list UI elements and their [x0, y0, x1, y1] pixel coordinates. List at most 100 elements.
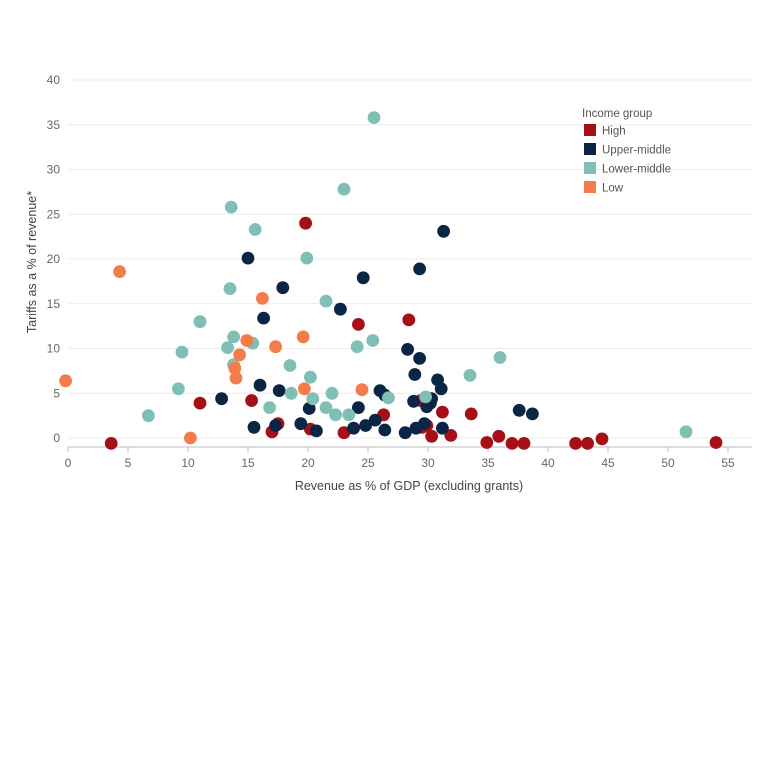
axes [67, 446, 752, 452]
data-point [569, 437, 582, 450]
x-axis-title: Revenue as % of GDP (excluding grants) [295, 479, 523, 493]
data-point [512, 403, 526, 417]
data-point [319, 294, 333, 308]
data-point [245, 394, 258, 407]
data-point [175, 345, 189, 359]
data-point [413, 262, 426, 276]
x-tick-label: 10 [181, 456, 195, 470]
data-point [356, 271, 370, 285]
gridlines [68, 79, 752, 439]
data-point [407, 394, 420, 408]
legend-label: High [602, 126, 626, 138]
y-tick-label: 40 [47, 73, 61, 87]
legend-swatch [584, 143, 596, 155]
x-tick-label: 55 [721, 456, 735, 470]
data-point [233, 348, 247, 362]
data-point [337, 426, 351, 440]
data-point [434, 382, 448, 396]
series-lower-middle [142, 111, 693, 439]
data-point [227, 330, 241, 344]
data-point [352, 401, 365, 414]
x-tick-label: 40 [541, 456, 555, 470]
data-point [221, 341, 235, 354]
data-point [366, 334, 380, 347]
data-point [296, 330, 310, 344]
data-point [299, 216, 312, 230]
data-point [401, 343, 414, 356]
data-point [334, 302, 347, 316]
data-point [463, 369, 477, 382]
data-point [269, 419, 282, 432]
data-point [408, 368, 422, 381]
data-point [679, 425, 693, 439]
data-point [480, 436, 494, 449]
x-tick-label: 0 [65, 456, 72, 470]
data-point [256, 292, 269, 305]
x-tick-label: 15 [241, 456, 255, 470]
data-point [104, 437, 118, 450]
y-tick-label: 10 [47, 342, 61, 356]
data-point [526, 407, 539, 421]
data-point [437, 224, 450, 238]
data-point [436, 405, 449, 419]
data-point [223, 282, 237, 295]
data-point [294, 417, 308, 431]
x-tick-label: 25 [361, 456, 375, 470]
data-point [319, 401, 333, 414]
data-point [215, 392, 229, 406]
legend-label: Upper-middle [602, 145, 671, 157]
data-point [228, 361, 242, 375]
x-tick-label: 35 [481, 456, 495, 470]
data-point [425, 429, 438, 443]
data-point [378, 423, 392, 437]
data-point [263, 401, 276, 414]
data-point [436, 421, 449, 435]
x-tick-label: 45 [601, 456, 615, 470]
data-point [382, 391, 395, 405]
data-point [398, 426, 412, 440]
data-point [272, 384, 286, 397]
x-tick-label: 50 [661, 456, 675, 470]
data-point [310, 424, 323, 438]
data-point [325, 386, 339, 400]
data-point [329, 408, 342, 422]
data-point [595, 432, 609, 446]
data-point [142, 409, 155, 423]
data-point [419, 390, 432, 404]
data-point [248, 223, 262, 236]
data-points [59, 111, 723, 450]
data-point [276, 281, 290, 295]
data-point [347, 421, 360, 435]
data-point [492, 429, 506, 443]
data-point [302, 402, 316, 415]
data-point [184, 431, 197, 445]
data-point [355, 383, 369, 397]
data-point [113, 265, 126, 278]
data-point [352, 318, 365, 331]
series-low [59, 265, 369, 445]
data-point [193, 396, 207, 410]
y-tick-label: 30 [47, 163, 61, 177]
data-point [505, 437, 519, 450]
x-tick-label: 30 [421, 456, 435, 470]
x-tick-label: 20 [301, 456, 315, 470]
data-point [257, 311, 270, 325]
data-point [193, 315, 207, 329]
data-point [413, 352, 426, 365]
data-point [342, 408, 356, 422]
data-point [350, 340, 364, 354]
data-point [367, 111, 381, 124]
x-tick-label: 5 [125, 456, 132, 470]
data-point [444, 429, 458, 442]
tick-labels: 0 5 10 15 20 25 30 35 40 0 5 10 15 20 25 30 35 40 45 50 55 [47, 73, 735, 470]
y-tick-label: 25 [47, 207, 61, 221]
y-tick-label: 15 [47, 297, 61, 311]
data-point [224, 200, 238, 214]
data-point [709, 436, 723, 449]
data-point [247, 420, 261, 434]
legend-label: Lower-middle [602, 164, 671, 176]
data-point [241, 251, 255, 265]
data-point [368, 413, 382, 427]
data-point [253, 378, 267, 392]
